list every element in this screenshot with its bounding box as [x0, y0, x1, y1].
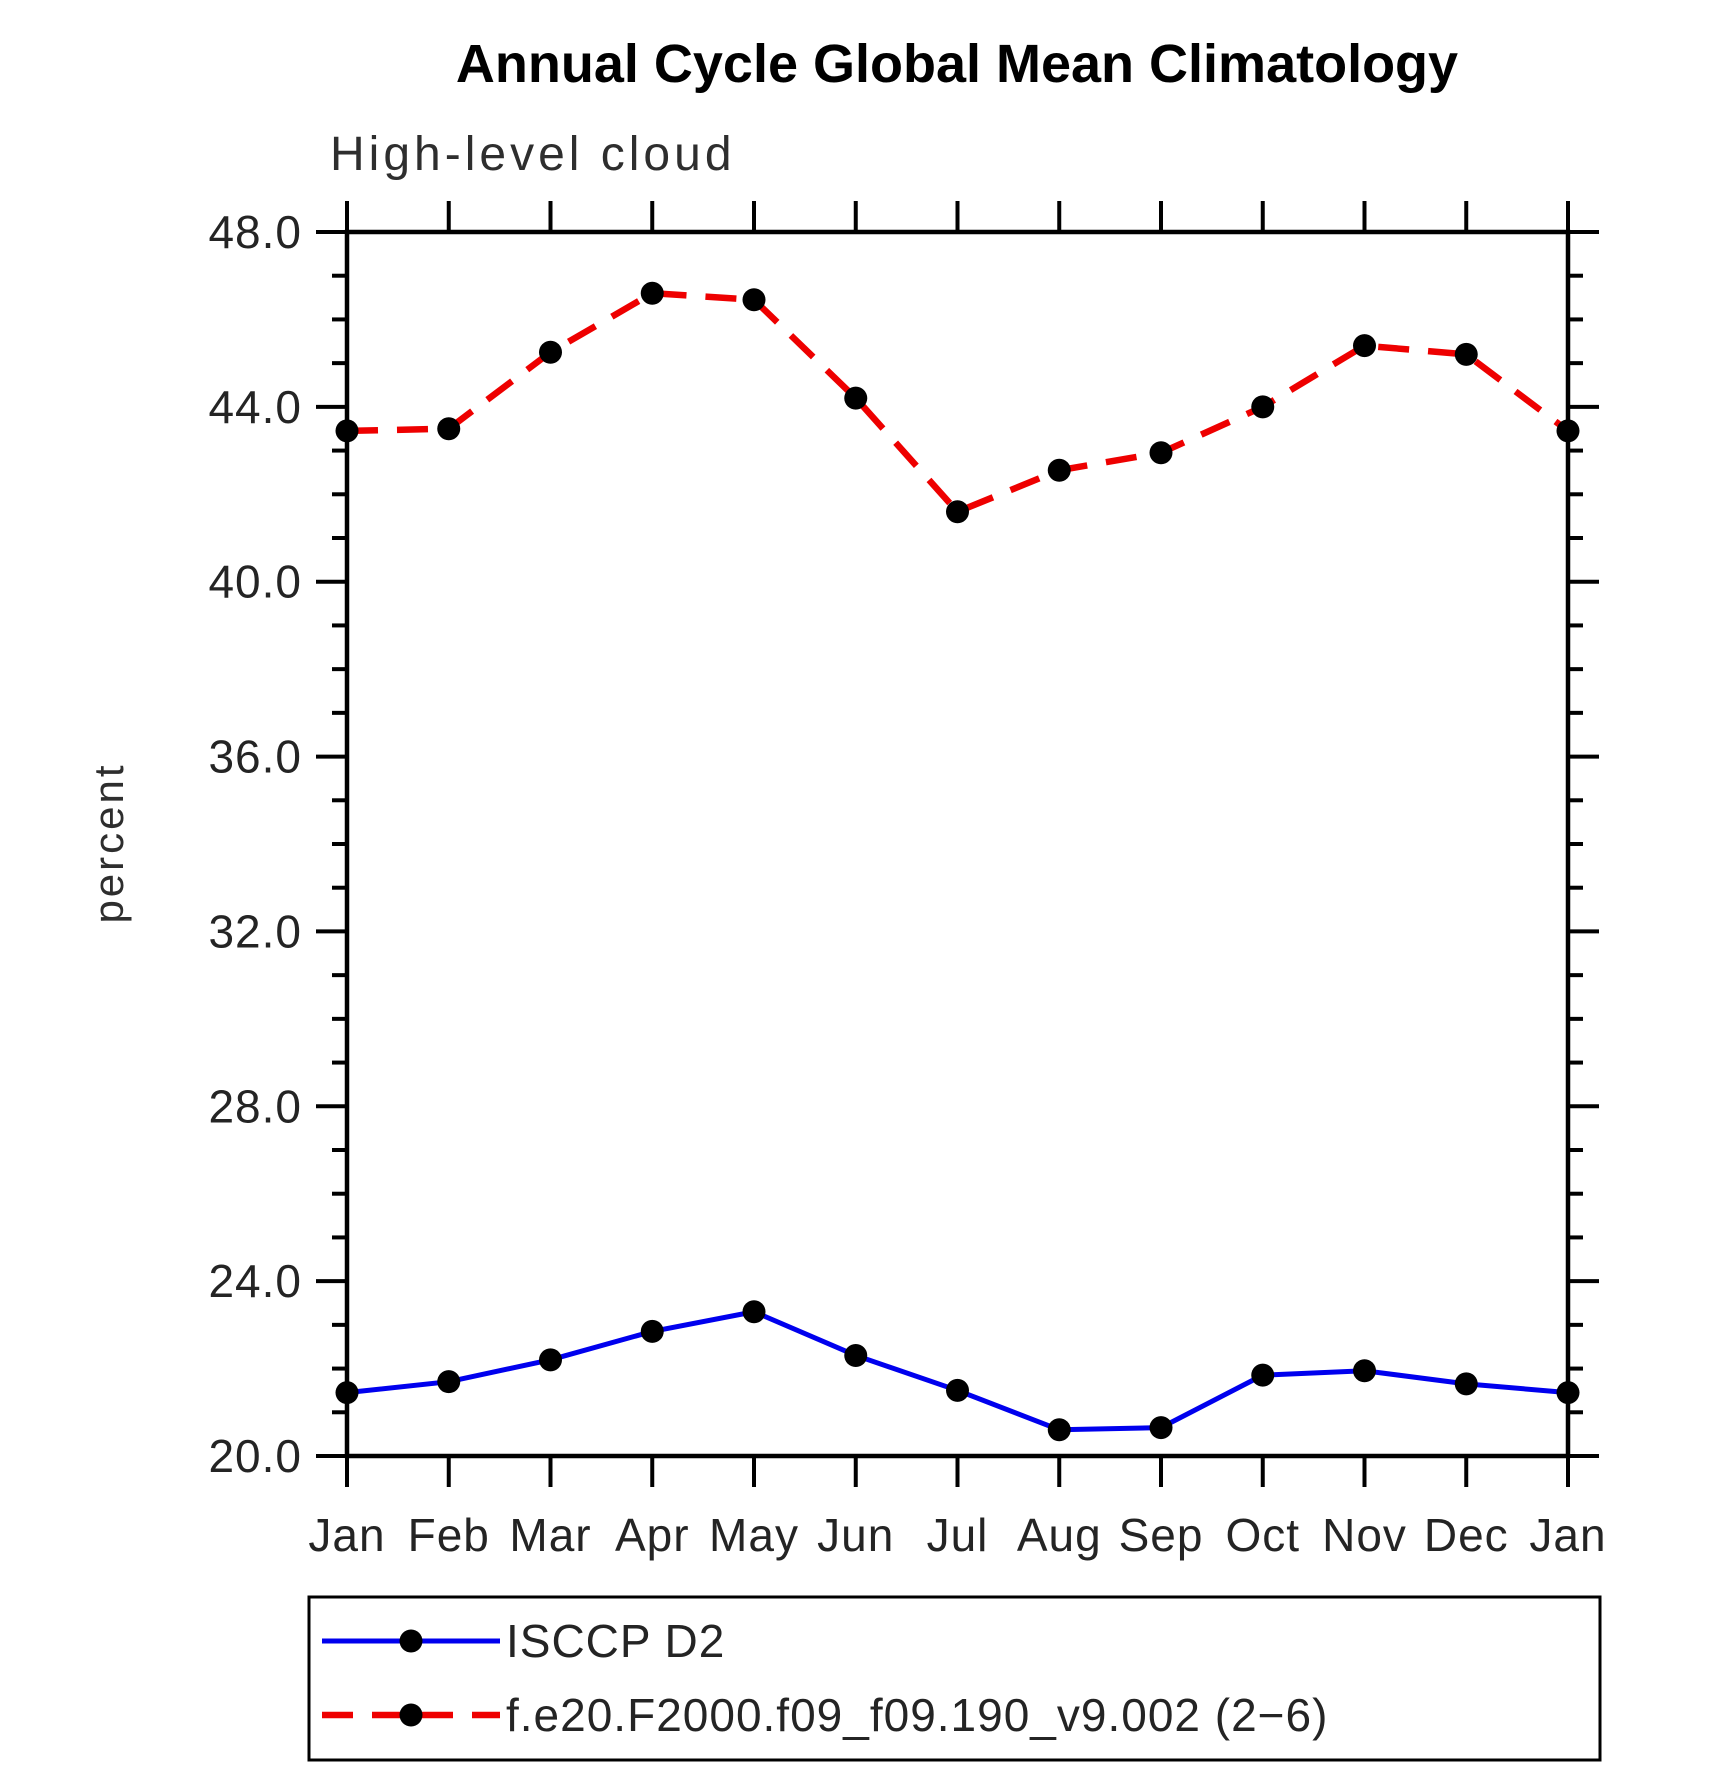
x-tick-label: Jan — [1529, 1509, 1606, 1561]
y-tick-labels: 48.0 44.0 40.0 36.0 32.0 28.0 24.0 20.0 — [208, 206, 302, 1482]
data-point-marker — [539, 340, 562, 364]
data-point-marker — [437, 417, 461, 441]
data-point-marker — [946, 500, 969, 524]
x-tick-label: Aug — [1017, 1509, 1102, 1561]
data-point-marker — [1454, 1372, 1478, 1396]
plot-frame — [344, 229, 1571, 1459]
data-point-marker — [1353, 334, 1376, 358]
axis-ticks — [316, 201, 1599, 1487]
legend-label: f.e20.F2000.f09_f09.190_v9.002 (2−6) — [506, 1689, 1328, 1741]
x-tick-label: Sep — [1119, 1509, 1204, 1561]
y-tick-label: 44.0 — [208, 381, 302, 433]
x-tick-label: Apr — [615, 1509, 690, 1561]
data-point-marker — [539, 1348, 562, 1372]
series-line-0 — [346, 1309, 1569, 1433]
data-point-marker — [1556, 419, 1580, 443]
data-point-marker — [1047, 1418, 1071, 1442]
data-point-marker — [946, 1378, 969, 1402]
data-point-marker — [437, 1370, 461, 1394]
data-point-marker — [1149, 441, 1173, 465]
y-tick-label: 28.0 — [208, 1080, 302, 1132]
x-tick-label: Jul — [927, 1509, 989, 1561]
chart-subtitle: High-level cloud — [330, 128, 736, 181]
data-point-marker — [742, 1300, 766, 1324]
y-tick-label: 32.0 — [208, 905, 302, 957]
x-tick-label: Nov — [1322, 1509, 1407, 1561]
data-point-marker — [640, 281, 664, 305]
legend: ISCCP D2 f.e20.F2000.f09_f09.190_v9.002 … — [307, 1595, 1602, 1762]
y-axis-label: percent — [85, 762, 132, 923]
legend-marker-icon — [399, 1629, 423, 1653]
x-tick-label: Dec — [1424, 1509, 1509, 1561]
data-point-marker — [335, 419, 359, 443]
data-point-marker — [1454, 342, 1478, 366]
series-lines — [346, 289, 1570, 1433]
x-tick-label: Feb — [408, 1509, 490, 1561]
data-point-marker — [1251, 395, 1275, 419]
y-tick-label: 24.0 — [208, 1255, 302, 1307]
legend-box — [307, 1595, 1602, 1762]
chart-title: Annual Cycle Global Mean Climatology — [456, 34, 1458, 94]
legend-row-model: f.e20.F2000.f09_f09.190_v9.002 (2−6) — [322, 1689, 1328, 1741]
data-point-marker — [640, 1319, 664, 1343]
x-tick-label: May — [709, 1509, 799, 1561]
x-tick-labels: Jan Feb Mar Apr May Jun Jul Aug Sep Oct Nov Dec Jan — [308, 1509, 1606, 1561]
data-point-marker — [1047, 458, 1071, 482]
data-point-marker — [844, 1343, 868, 1367]
legend-label: ISCCP D2 — [506, 1615, 725, 1667]
y-tick-label: 36.0 — [208, 731, 302, 783]
x-tick-label: Jan — [308, 1509, 385, 1561]
data-point-marker — [335, 1381, 359, 1405]
x-tick-label: Jun — [817, 1509, 894, 1561]
data-point-marker — [844, 386, 868, 410]
data-point-marker — [1353, 1359, 1376, 1383]
series-line-1 — [346, 289, 1570, 516]
y-tick-label: 40.0 — [208, 556, 302, 608]
data-point-marker — [742, 288, 766, 312]
data-markers — [335, 281, 1580, 1442]
legend-row-isccp: ISCCP D2 — [322, 1615, 725, 1667]
y-tick-label: 48.0 — [208, 206, 302, 258]
data-point-marker — [1251, 1363, 1275, 1387]
x-tick-label: Oct — [1225, 1509, 1300, 1561]
legend-marker-icon — [399, 1703, 423, 1727]
x-tick-label: Mar — [509, 1509, 591, 1561]
y-tick-label: 20.0 — [208, 1430, 302, 1482]
data-point-marker — [1149, 1416, 1173, 1440]
data-point-marker — [1556, 1381, 1580, 1405]
